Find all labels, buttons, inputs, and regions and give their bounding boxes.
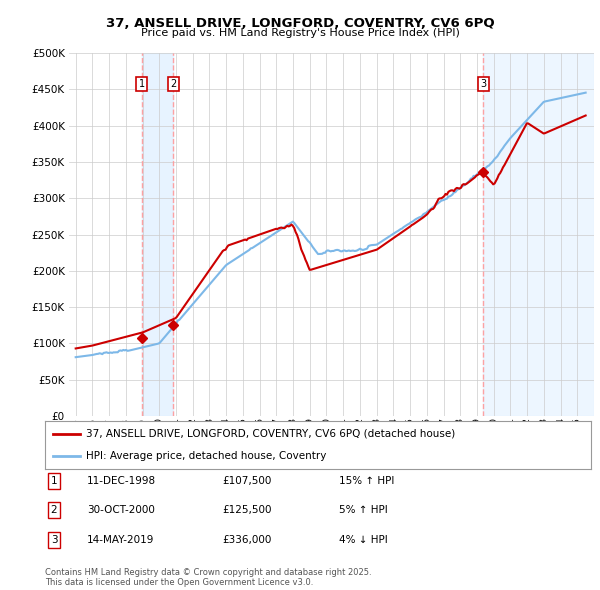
Text: £125,500: £125,500 bbox=[222, 506, 271, 515]
Text: 3: 3 bbox=[480, 79, 486, 89]
Text: HPI: Average price, detached house, Coventry: HPI: Average price, detached house, Cove… bbox=[86, 451, 326, 461]
Text: 30-OCT-2000: 30-OCT-2000 bbox=[87, 506, 155, 515]
Text: 37, ANSELL DRIVE, LONGFORD, COVENTRY, CV6 6PQ: 37, ANSELL DRIVE, LONGFORD, COVENTRY, CV… bbox=[106, 17, 494, 30]
Text: 14-MAY-2019: 14-MAY-2019 bbox=[87, 535, 154, 545]
Point bbox=[50, 453, 57, 460]
Text: £336,000: £336,000 bbox=[222, 535, 271, 545]
Text: 1: 1 bbox=[50, 476, 58, 486]
Point bbox=[77, 430, 84, 437]
Text: 37, ANSELL DRIVE, LONGFORD, COVENTRY, CV6 6PQ (detached house): 37, ANSELL DRIVE, LONGFORD, COVENTRY, CV… bbox=[86, 429, 455, 439]
Text: £107,500: £107,500 bbox=[222, 476, 271, 486]
Text: 2: 2 bbox=[50, 506, 58, 515]
Text: 4% ↓ HPI: 4% ↓ HPI bbox=[339, 535, 388, 545]
Point bbox=[50, 430, 57, 437]
Point bbox=[77, 453, 84, 460]
Text: 3: 3 bbox=[50, 535, 58, 545]
Text: 11-DEC-1998: 11-DEC-1998 bbox=[87, 476, 156, 486]
Text: 2: 2 bbox=[170, 79, 176, 89]
Text: Contains HM Land Registry data © Crown copyright and database right 2025.
This d: Contains HM Land Registry data © Crown c… bbox=[45, 568, 371, 587]
Text: 5% ↑ HPI: 5% ↑ HPI bbox=[339, 506, 388, 515]
Bar bbox=[483, 53, 594, 416]
Bar bbox=[142, 53, 173, 416]
Text: 15% ↑ HPI: 15% ↑ HPI bbox=[339, 476, 394, 486]
Text: 1: 1 bbox=[139, 79, 145, 89]
Text: Price paid vs. HM Land Registry's House Price Index (HPI): Price paid vs. HM Land Registry's House … bbox=[140, 28, 460, 38]
